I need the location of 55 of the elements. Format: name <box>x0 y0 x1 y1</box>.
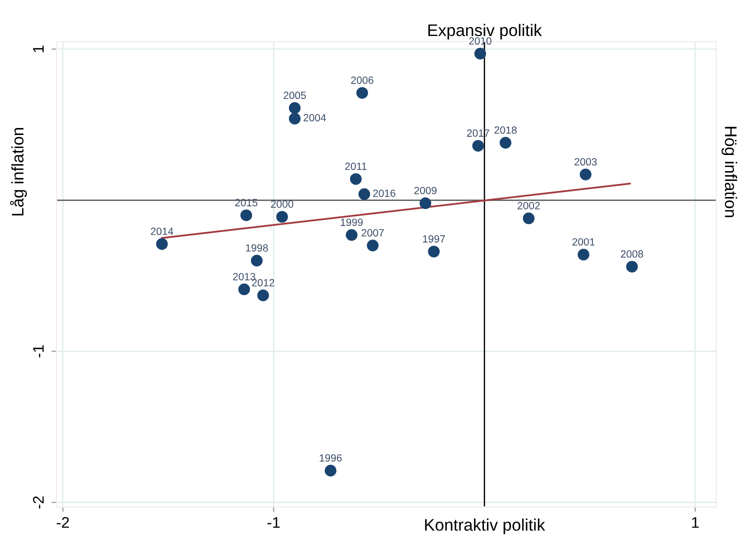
point <box>420 197 432 210</box>
annotation: 2012 <box>252 279 274 286</box>
annotation: 2004 <box>304 114 326 122</box>
annotation: 2016 <box>373 190 396 197</box>
x-axis-title: Kontraktiv politik <box>425 518 546 534</box>
annotation: 2001 <box>572 238 595 246</box>
point <box>350 173 362 185</box>
point <box>500 136 512 149</box>
annotation: 1997 <box>423 235 445 243</box>
annotation: 2005 <box>284 92 306 100</box>
annotation: 2018 <box>494 126 517 134</box>
y-tick-label: -1 <box>33 345 44 358</box>
annotation: 2010 <box>469 37 492 45</box>
chart-title: Expansiv politik <box>428 24 542 40</box>
annotation: 2015 <box>235 198 258 206</box>
point <box>250 254 263 266</box>
point <box>346 229 358 241</box>
point <box>358 188 370 200</box>
point <box>356 87 368 99</box>
point <box>428 246 440 258</box>
point <box>474 48 486 60</box>
annotation: 2008 <box>620 250 644 258</box>
x-tick-label: -1 <box>268 517 280 528</box>
annotation: 1999 <box>340 218 363 226</box>
x-tick-label: 1 <box>692 517 699 528</box>
annotation: 2014 <box>150 228 174 236</box>
y-axis-title: Låg inflation <box>10 128 27 216</box>
annotation: 2011 <box>345 162 367 170</box>
y-tick-label: -2 <box>32 496 44 508</box>
point <box>522 212 535 224</box>
point <box>288 102 301 114</box>
point <box>472 140 484 152</box>
point <box>578 248 590 260</box>
annotation: 1998 <box>246 244 268 252</box>
annotation: 2002 <box>518 202 540 210</box>
point <box>240 209 252 222</box>
point <box>156 238 168 250</box>
x-tick-label: -2 <box>56 517 69 528</box>
annotation: 2007 <box>362 229 384 237</box>
annotation: 2013 <box>233 272 256 280</box>
annotation: 1996 <box>320 454 342 462</box>
point <box>580 168 592 180</box>
y2-axis-title: Hög inflation <box>722 126 738 218</box>
point <box>257 290 269 302</box>
y-tick-label: 1 <box>33 46 44 52</box>
point <box>324 464 336 476</box>
annotation: 2009 <box>414 186 437 194</box>
annotation: 2003 <box>574 158 597 166</box>
point <box>626 260 638 273</box>
point <box>288 112 301 124</box>
point <box>276 210 288 223</box>
point <box>238 283 250 296</box>
annotation: 2000 <box>271 200 294 208</box>
point <box>366 240 379 252</box>
annotation: 2006 <box>351 76 374 84</box>
